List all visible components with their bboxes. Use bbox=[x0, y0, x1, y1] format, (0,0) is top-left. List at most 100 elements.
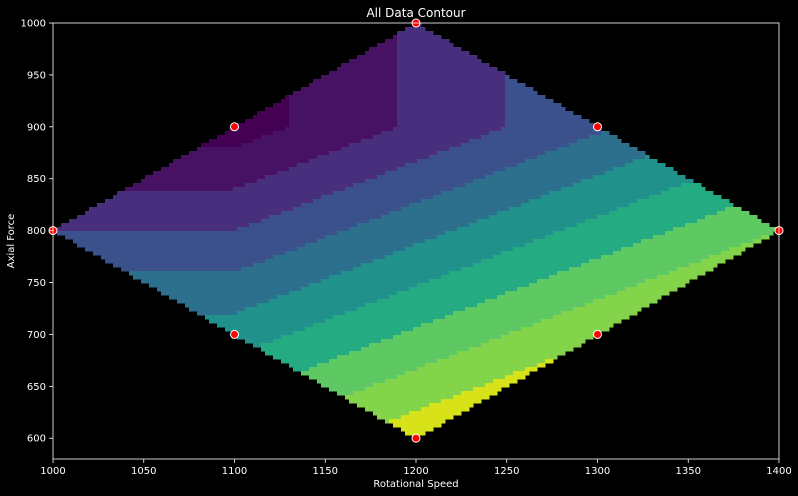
contour-cell bbox=[365, 311, 370, 316]
contour-cell bbox=[393, 279, 398, 284]
contour-cell bbox=[121, 191, 126, 196]
contour-cell bbox=[329, 263, 334, 268]
contour-cell bbox=[125, 231, 130, 236]
contour-cell bbox=[169, 255, 174, 260]
contour-cell bbox=[417, 39, 422, 44]
contour-cell bbox=[261, 235, 266, 240]
contour-cell bbox=[341, 155, 346, 160]
contour-cell bbox=[317, 103, 322, 108]
contour-cell bbox=[413, 187, 418, 192]
contour-cell bbox=[289, 155, 294, 160]
contour-cell bbox=[397, 47, 402, 52]
contour-cell bbox=[401, 55, 406, 60]
contour-cell bbox=[317, 375, 322, 380]
contour-cell bbox=[257, 303, 262, 308]
contour-cell bbox=[333, 159, 338, 164]
contour-cell bbox=[401, 115, 406, 120]
contour-cell bbox=[249, 231, 254, 236]
contour-cell bbox=[269, 271, 274, 276]
contour-cell bbox=[349, 115, 354, 120]
contour-cell bbox=[229, 263, 234, 268]
contour-cell bbox=[241, 311, 246, 316]
contour-cell bbox=[249, 127, 254, 132]
contour-cell bbox=[237, 235, 242, 240]
contour-cell bbox=[85, 211, 90, 216]
contour-cell bbox=[289, 351, 294, 356]
contour-cell bbox=[313, 255, 318, 260]
contour-cell bbox=[133, 187, 138, 192]
contour-cell bbox=[309, 335, 314, 340]
contour-cell bbox=[405, 119, 410, 124]
contour-cell bbox=[393, 303, 398, 308]
contour-cell bbox=[301, 139, 306, 144]
contour-cell bbox=[357, 63, 362, 68]
contour-cell bbox=[313, 191, 318, 196]
contour-cell bbox=[313, 267, 318, 272]
contour-cell bbox=[261, 291, 266, 296]
contour-cell bbox=[205, 239, 210, 244]
contour-cell bbox=[313, 171, 318, 176]
contour-cell bbox=[373, 323, 378, 328]
contour-cell bbox=[209, 255, 214, 260]
contour-cell bbox=[145, 279, 150, 284]
contour-cell bbox=[377, 311, 382, 316]
contour-cell bbox=[389, 123, 394, 128]
contour-cell bbox=[373, 239, 378, 244]
contour-cell bbox=[353, 299, 358, 304]
contour-cell bbox=[161, 267, 166, 272]
contour-cell bbox=[189, 255, 194, 260]
contour-cell bbox=[289, 311, 294, 316]
contour-cell bbox=[409, 307, 414, 312]
contour-cell bbox=[373, 195, 378, 200]
contour-cell bbox=[345, 103, 350, 108]
contour-cell bbox=[245, 195, 250, 200]
contour-cell bbox=[369, 351, 374, 356]
contour-cell bbox=[397, 299, 402, 304]
contour-cell bbox=[401, 39, 406, 44]
contour-cell bbox=[321, 267, 326, 272]
contour-cell bbox=[349, 387, 354, 392]
contour-cell bbox=[157, 179, 162, 184]
contour-cell bbox=[297, 183, 302, 188]
contour-cell bbox=[245, 179, 250, 184]
contour-cell bbox=[241, 187, 246, 192]
contour-cell bbox=[369, 71, 374, 76]
contour-cell bbox=[221, 279, 226, 284]
contour-cell bbox=[381, 243, 386, 248]
contour-cell bbox=[233, 247, 238, 252]
contour-cell bbox=[381, 299, 386, 304]
contour-cell bbox=[137, 187, 142, 192]
contour-cell bbox=[197, 155, 202, 160]
contour-cell bbox=[257, 187, 262, 192]
contour-cell bbox=[133, 227, 138, 232]
contour-cell bbox=[205, 159, 210, 164]
contour-cell bbox=[417, 175, 422, 180]
contour-cell bbox=[361, 75, 366, 80]
contour-cell bbox=[349, 119, 354, 124]
contour-cell bbox=[405, 395, 410, 400]
contour-cell bbox=[405, 415, 410, 420]
contour-cell bbox=[189, 243, 194, 248]
contour-cell bbox=[273, 135, 278, 140]
contour-cell bbox=[413, 411, 418, 416]
contour-cell bbox=[237, 123, 242, 128]
contour-cell bbox=[277, 159, 282, 164]
contour-cell bbox=[373, 163, 378, 168]
contour-cell bbox=[309, 247, 314, 252]
contour-cell bbox=[297, 131, 302, 136]
contour-cell bbox=[389, 351, 394, 356]
contour-cell bbox=[365, 87, 370, 92]
contour-cell bbox=[377, 347, 382, 352]
contour-cell bbox=[321, 303, 326, 308]
contour-cell bbox=[329, 275, 334, 280]
contour-cell bbox=[249, 263, 254, 268]
contour-cell bbox=[321, 123, 326, 128]
contour-cell bbox=[253, 331, 258, 336]
contour-cell bbox=[153, 207, 158, 212]
contour-cell bbox=[301, 351, 306, 356]
contour-cell bbox=[401, 159, 406, 164]
contour-cell bbox=[225, 163, 230, 168]
contour-cell bbox=[377, 51, 382, 56]
contour-cell bbox=[317, 371, 322, 376]
